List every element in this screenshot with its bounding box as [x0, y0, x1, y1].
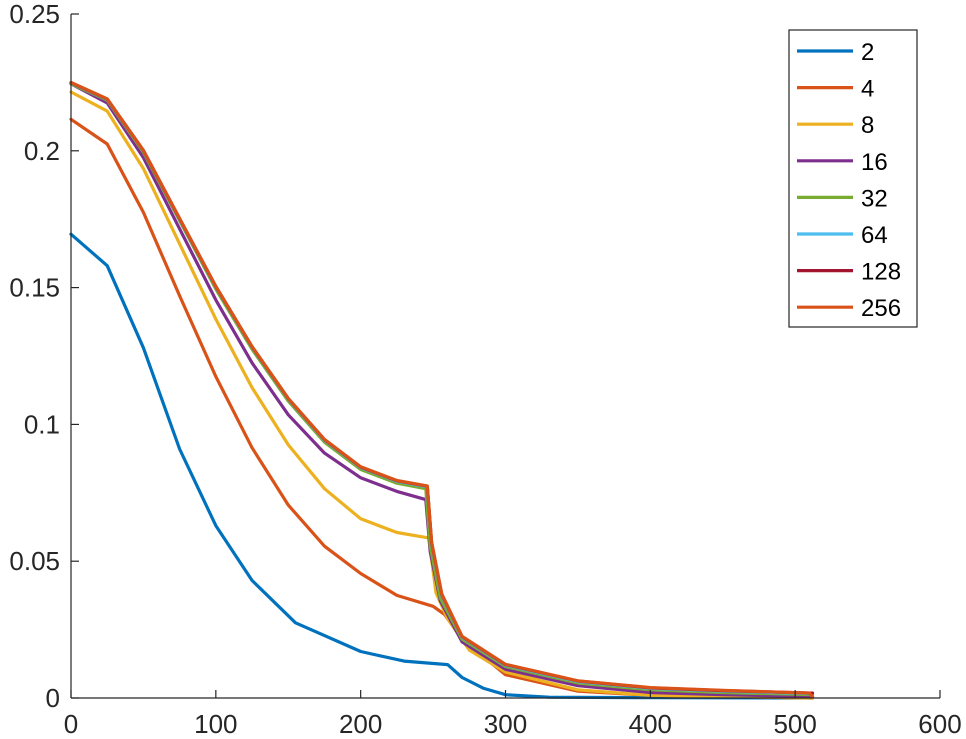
- y-tick-label: 0.1: [24, 409, 60, 439]
- series-line-256: [69, 80, 815, 699]
- y-tick-label: 0.05: [9, 546, 60, 576]
- legend-label-64: 64: [861, 222, 888, 249]
- x-tick-label: 600: [918, 709, 961, 739]
- legend-label-2: 2: [861, 39, 874, 66]
- x-ticks: 0 100 200 300 400 500 600: [64, 690, 962, 739]
- y-ticks: 0 0.05 0.1 0.15 0.2 0.25: [9, 0, 79, 713]
- y-tick-label: 0.25: [9, 0, 60, 29]
- legend-label-32: 32: [861, 185, 888, 212]
- legend-label-256: 256: [861, 295, 901, 322]
- x-tick-label: 300: [484, 709, 527, 739]
- legend-label-128: 128: [861, 259, 901, 286]
- x-tick-label: 500: [773, 709, 816, 739]
- series-line-4: [69, 117, 815, 700]
- y-tick-label: 0.2: [24, 136, 60, 166]
- legend-box: [788, 29, 918, 328]
- series-line-16: [69, 82, 815, 699]
- legend-label-16: 16: [861, 149, 888, 176]
- series-layer: [69, 80, 815, 700]
- x-tick-label: 100: [194, 709, 237, 739]
- x-tick-label: 0: [64, 709, 78, 739]
- legend-label-8: 8: [861, 112, 874, 139]
- series-line-8: [69, 90, 815, 700]
- legend: 2 4 8 16 32 64 128 256: [788, 29, 918, 328]
- y-tick-label: 0: [46, 683, 60, 713]
- y-tick-label: 0.15: [9, 273, 60, 303]
- series-line-2: [69, 232, 815, 700]
- x-tick-label: 400: [629, 709, 672, 739]
- legend-label-4: 4: [861, 76, 874, 103]
- x-tick-label: 200: [339, 709, 382, 739]
